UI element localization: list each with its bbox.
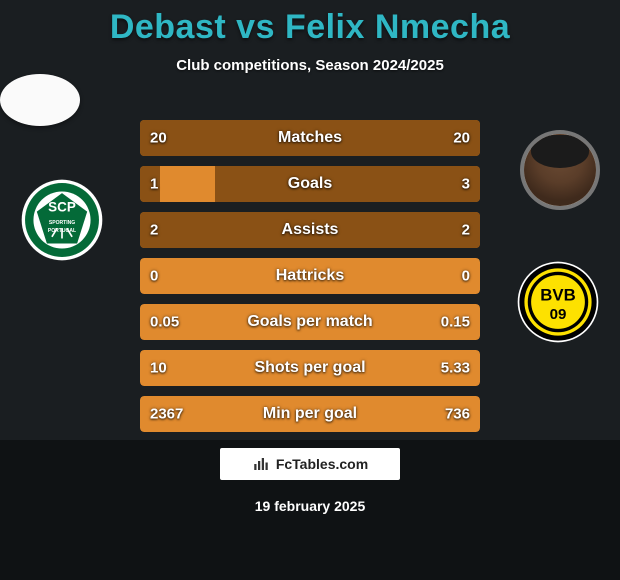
player-photo-left bbox=[0, 74, 80, 126]
club-crest-left: SCP SPORTING PORTUGAL bbox=[20, 178, 104, 262]
title-right: Felix Nmecha bbox=[285, 8, 510, 46]
stat-row: 0.050.15Goals per match bbox=[140, 304, 480, 340]
stat-row: 00Hattricks bbox=[140, 258, 480, 294]
footer-date: 19 february 2025 bbox=[0, 498, 620, 514]
brand-text: FcTables.com bbox=[276, 456, 368, 472]
stat-label: Hattricks bbox=[140, 267, 480, 285]
crest-left-icon: SCP SPORTING PORTUGAL bbox=[20, 178, 104, 262]
svg-text:BVB: BVB bbox=[540, 285, 575, 304]
player-photo-right bbox=[520, 130, 600, 210]
card: Debast vs Felix Nmecha Club competitions… bbox=[0, 0, 620, 580]
stat-row: 105.33Shots per goal bbox=[140, 350, 480, 386]
stat-row: 2367736Min per goal bbox=[140, 396, 480, 432]
stat-row: 22Assists bbox=[140, 212, 480, 248]
title-left: Debast bbox=[110, 8, 226, 46]
stat-row: 13Goals bbox=[140, 166, 480, 202]
stat-label: Matches bbox=[140, 129, 480, 147]
svg-text:SCP: SCP bbox=[48, 200, 76, 215]
stat-label: Shots per goal bbox=[140, 359, 480, 377]
stat-label: Assists bbox=[140, 221, 480, 239]
club-crest-right: BVB 09 bbox=[516, 260, 600, 344]
stats-list: 2020Matches 13Goals 22Assists 00Hattricks 0.… bbox=[140, 120, 480, 442]
title-vs: vs bbox=[236, 8, 275, 46]
crest-right-icon: BVB 09 bbox=[516, 260, 600, 344]
page-title: Debast vs Felix Nmecha bbox=[0, 0, 620, 47]
chart-icon bbox=[252, 455, 270, 473]
svg-text:SPORTING: SPORTING bbox=[49, 220, 75, 226]
stat-label: Min per goal bbox=[140, 405, 480, 423]
stat-row: 2020Matches bbox=[140, 120, 480, 156]
brand-tag[interactable]: FcTables.com bbox=[220, 448, 400, 480]
stat-label: Goals per match bbox=[140, 313, 480, 331]
subtitle: Club competitions, Season 2024/2025 bbox=[0, 57, 620, 74]
face-icon bbox=[524, 134, 596, 206]
svg-text:09: 09 bbox=[550, 306, 567, 323]
stat-label: Goals bbox=[140, 175, 480, 193]
